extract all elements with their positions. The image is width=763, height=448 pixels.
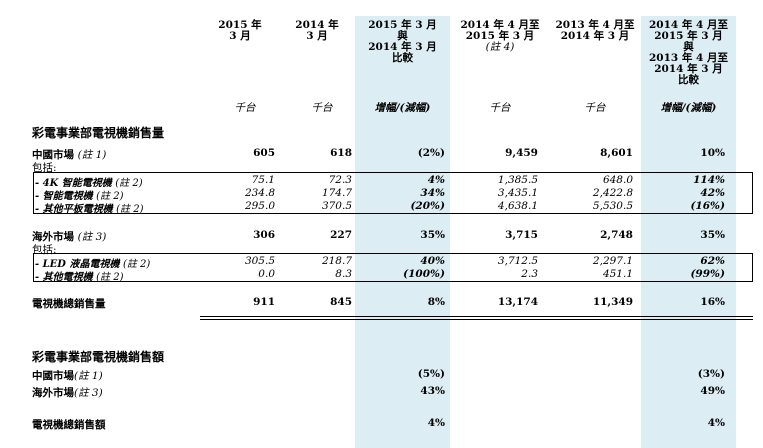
table-cell: (2%) <box>417 147 445 159</box>
table-cell: 911 <box>253 296 275 308</box>
overseas-breakdown-box <box>33 253 753 282</box>
double-rule-top <box>200 316 753 317</box>
table-cell: 4,638.1 <box>497 200 538 212</box>
rev-cell: 4% <box>707 417 725 429</box>
table-cell: 8.3 <box>335 268 352 280</box>
table-cell: 35% <box>700 229 725 241</box>
table-cell: 34% <box>420 187 445 199</box>
row-label-total-volume: 電視機總銷售量 <box>32 298 106 310</box>
rev-row-label-china: 中國市場(註 1) <box>32 370 103 382</box>
table-cell: 8% <box>427 296 445 308</box>
table-cell: 62% <box>700 255 725 267</box>
table-cell: 295.0 <box>244 200 275 212</box>
table-cell: 72.3 <box>328 174 352 186</box>
table-cell: 234.8 <box>244 187 275 199</box>
table-cell: (20%) <box>410 200 445 212</box>
table-cell: 3,712.5 <box>497 255 538 267</box>
unit-label: 千台 <box>584 102 606 114</box>
double-rule-bottom <box>200 319 753 320</box>
col-header-year-compare: 2014 年 4 月至 2015 年 3 月 與 2013 年 4 月至 2014 … <box>649 19 728 86</box>
table-cell: (16%) <box>690 200 725 212</box>
comparison-column-shade-month <box>355 16 450 448</box>
table-cell: 2,748 <box>600 229 633 241</box>
table-cell: 370.5 <box>321 200 352 212</box>
table-cell: 40% <box>420 255 445 267</box>
col-header-fy2014: 2013 年 4 月至 2014 年 3 月 <box>555 19 635 42</box>
table-cell: 1,385.5 <box>497 174 538 186</box>
table-cell: 174.7 <box>321 187 352 199</box>
table-cell: 8,601 <box>600 147 633 159</box>
rev-cell: 49% <box>700 385 725 397</box>
row-label-4k-smart-tv: - 4K 智能電視機 (註 2) <box>35 178 143 189</box>
row-label-overseas: 海外市場 (註 3) <box>32 231 107 243</box>
table-cell: 306 <box>253 229 275 241</box>
china-breakdown-box <box>33 172 753 214</box>
unit-label: 千台 <box>311 102 333 114</box>
unit-label: 增幅/(減幅) <box>374 102 431 114</box>
section-title-revenue: 彩電事業部電視機銷售額 <box>32 350 165 364</box>
col-header-month-compare: 2015 年 3 月與 2014 年 3 月比較 <box>368 19 437 64</box>
section-title-volume: 彩電事業部電視機銷售量 <box>32 126 165 140</box>
table-cell: 42% <box>700 187 725 199</box>
row-label-china: 中國市場 (註 1) <box>32 149 107 161</box>
table-cell: 227 <box>330 229 352 241</box>
table-cell: 2,297.1 <box>592 255 633 267</box>
comparison-column-shade-year <box>641 16 736 448</box>
col-header-fy2015: 2014 年 4 月至 2015 年 3 月 (註 4) <box>460 19 540 53</box>
table-cell: 605 <box>253 147 275 159</box>
unit-label: 千台 <box>234 102 256 114</box>
rev-row-label-overseas: 海外市場(註 3) <box>32 387 103 399</box>
table-cell: 35% <box>420 229 445 241</box>
table-cell: 218.7 <box>321 255 352 267</box>
table-cell: 305.5 <box>244 255 275 267</box>
includes-label: 包括: <box>32 162 57 174</box>
table-cell: 10% <box>700 147 725 159</box>
table-cell: 11,349 <box>592 296 633 308</box>
table-cell: 5,530.5 <box>592 200 633 212</box>
table-cell: 13,174 <box>497 296 538 308</box>
row-label-led-lcd-tv: - LED 液晶電視機 (註 2) <box>35 259 151 270</box>
rev-cell: 43% <box>420 385 445 397</box>
table-cell: 618 <box>330 147 352 159</box>
table-cell: 2,422.8 <box>592 187 633 199</box>
table-cell: 845 <box>330 296 352 308</box>
table-cell: 4% <box>427 174 445 186</box>
table-cell: (100%) <box>403 268 445 280</box>
rev-cell: (5%) <box>417 368 445 380</box>
table-cell: 9,459 <box>505 147 538 159</box>
unit-label: 增幅/(減幅) <box>660 102 717 114</box>
table-cell: 3,715 <box>505 229 538 241</box>
rev-cell: 4% <box>427 417 445 429</box>
table-cell: 16% <box>700 296 725 308</box>
rev-row-label-total: 電視機總銷售額 <box>32 419 106 431</box>
table-cell: 451.1 <box>602 268 633 280</box>
row-label-other-flat-tv: - 其他平板電視機 (註 2) <box>35 204 144 215</box>
row-label-smart-tv: - 智能電視機 (註 2) <box>35 191 124 202</box>
table-cell: 114% <box>693 174 725 186</box>
table-cell: 2.3 <box>521 268 538 280</box>
table-cell: (99%) <box>690 268 725 280</box>
table-cell: 75.1 <box>251 174 275 186</box>
table-cell: 3,435.1 <box>497 187 538 199</box>
unit-label: 千台 <box>489 102 511 114</box>
table-cell: 648.0 <box>602 174 633 186</box>
rev-cell: (3%) <box>697 368 725 380</box>
table-cell: 0.0 <box>258 268 275 280</box>
row-label-other-tv: - 其他電視機 (註 2) <box>35 272 124 283</box>
